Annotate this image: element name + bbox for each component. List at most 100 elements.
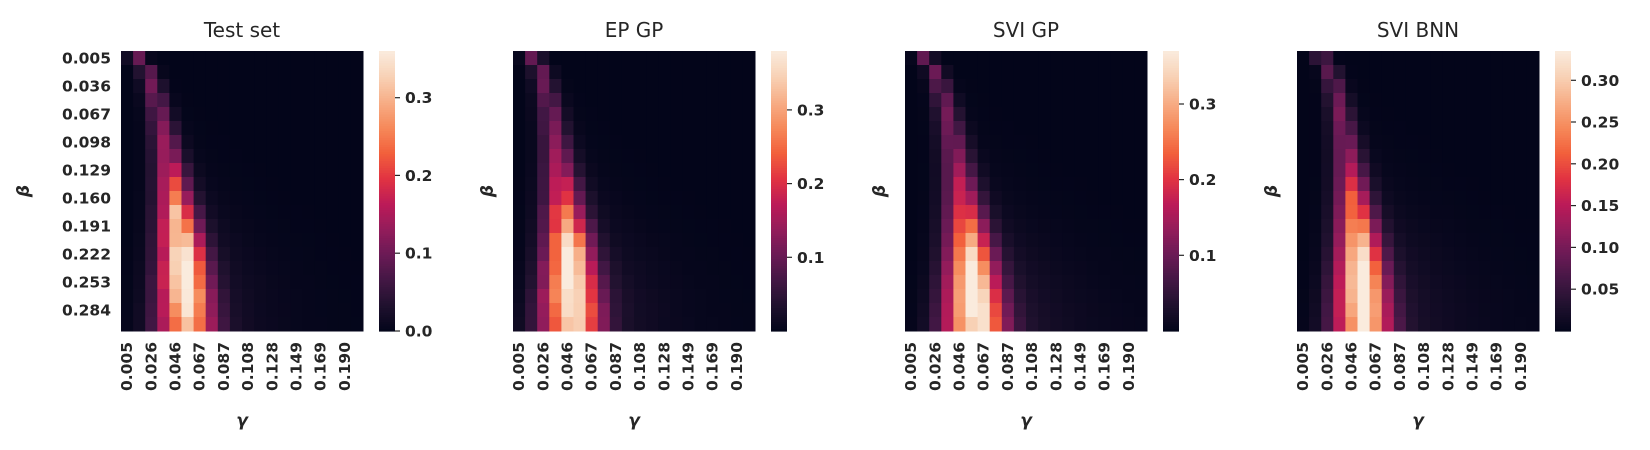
heatmap-cell [561,317,574,332]
heatmap-cell [1086,177,1100,192]
heatmap-cell [1381,261,1395,276]
heatmap-cell [941,205,954,220]
heatmap-cell [145,317,158,332]
x-tick-label: 0.026 [534,342,552,391]
heatmap-cell [989,149,1003,164]
colorbar-segment [1163,118,1179,122]
heatmap-cell [1001,205,1015,220]
heatmap-cell [266,219,279,234]
heatmap-cell [573,177,587,192]
heatmap-cell [1110,135,1124,150]
colorbar-segment [771,184,787,187]
colorbar-segment [379,86,395,89]
heatmap-cell [597,51,611,66]
y-tick-label: 0.284 [62,302,111,320]
heatmap-cell [1478,303,1492,318]
heatmap-cell [525,205,538,220]
heatmap-cell [573,135,587,150]
colorbar-segment [1555,202,1571,206]
colorbar-segment [1163,62,1179,66]
heatmap-cell [1454,79,1467,94]
heatmap-cell [658,275,671,290]
heatmap-cell [1418,93,1431,108]
heatmap-cell [350,219,364,234]
heatmap-cell [609,219,623,234]
heatmap-cell [314,93,328,108]
heatmap-cell [597,93,611,108]
heatmap-cell [1514,107,1528,122]
heatmap-cell [1405,163,1419,178]
heatmap-cell [977,303,991,318]
heatmap-cell [1526,275,1540,290]
heatmap-cell [302,261,316,276]
heatmap-cell [1490,135,1504,150]
heatmap-cell [706,247,720,262]
heatmap-cell [1333,149,1346,164]
heatmap-cell [1062,261,1075,276]
heatmap-cell [621,65,635,80]
heatmap-cell [1490,275,1504,290]
heatmap-cell [1393,79,1407,94]
heatmap-cell [1478,289,1492,304]
heatmap-cell [242,275,255,290]
heatmap-cell [145,261,158,276]
heatmap-cell [266,303,279,318]
heatmap-cell [646,275,659,290]
heatmap-cell [157,93,170,108]
heatmap-cell [1502,317,1516,332]
heatmap-cell [266,247,279,262]
colorbar-segment [1555,60,1571,64]
heatmap-cell [217,65,231,80]
colorbar-segment [771,114,787,117]
heatmap-cell [157,121,170,136]
colorbar-segment [1163,191,1179,194]
colorbar-segment [771,62,787,66]
heatmap-cell [1098,177,1112,192]
heatmap-cell [513,275,526,290]
colorbar-segment [379,132,395,136]
heatmap-cell [121,121,134,136]
heatmap-cell [133,247,146,262]
heatmap-cell [145,275,158,290]
heatmap-cell [229,51,243,66]
heatmap-cell [1086,289,1100,304]
heatmap-cell [290,205,303,220]
heatmap-cell [1393,177,1407,192]
heatmap-cell [742,275,756,290]
heatmap-cell [1134,177,1148,192]
heatmap-cell [977,233,991,248]
heatmap-cell [1514,261,1528,276]
heatmap-cell [338,317,352,332]
heatmap-cell [1134,303,1148,318]
heatmap-cell [350,191,364,206]
heatmap-cell [634,317,647,332]
heatmap-cell [742,289,756,304]
heatmap-cell [742,51,756,66]
heatmap-cell [917,191,930,206]
colorbar-segment [1555,65,1571,68]
heatmap-cell [1393,191,1407,206]
heatmap-cell [1502,261,1516,276]
heatmap-cell [266,163,279,178]
heatmap-cell [205,107,219,122]
heatmap-cell [1062,121,1075,136]
heatmap-cell [121,149,134,164]
colorbar-segment [771,251,787,255]
heatmap-cell [1430,261,1443,276]
heatmap-cell [1297,65,1310,80]
heatmap-cell [1442,261,1455,276]
colorbar-segment [1555,237,1571,241]
heatmap-cell [1038,303,1051,318]
colorbar-segment [379,310,395,313]
heatmap-cell [169,163,182,178]
heatmap-cell [977,317,991,332]
heatmap-cell [133,121,146,136]
heatmap-cell [634,65,647,80]
colorbar-segment [379,76,395,80]
heatmap-cell [549,275,562,290]
heatmap-cell [1321,233,1334,248]
heatmap-cell [585,149,599,164]
heatmap-cell [1074,65,1087,80]
heatmap-cell [1405,135,1419,150]
colorbar-segment [771,307,787,311]
